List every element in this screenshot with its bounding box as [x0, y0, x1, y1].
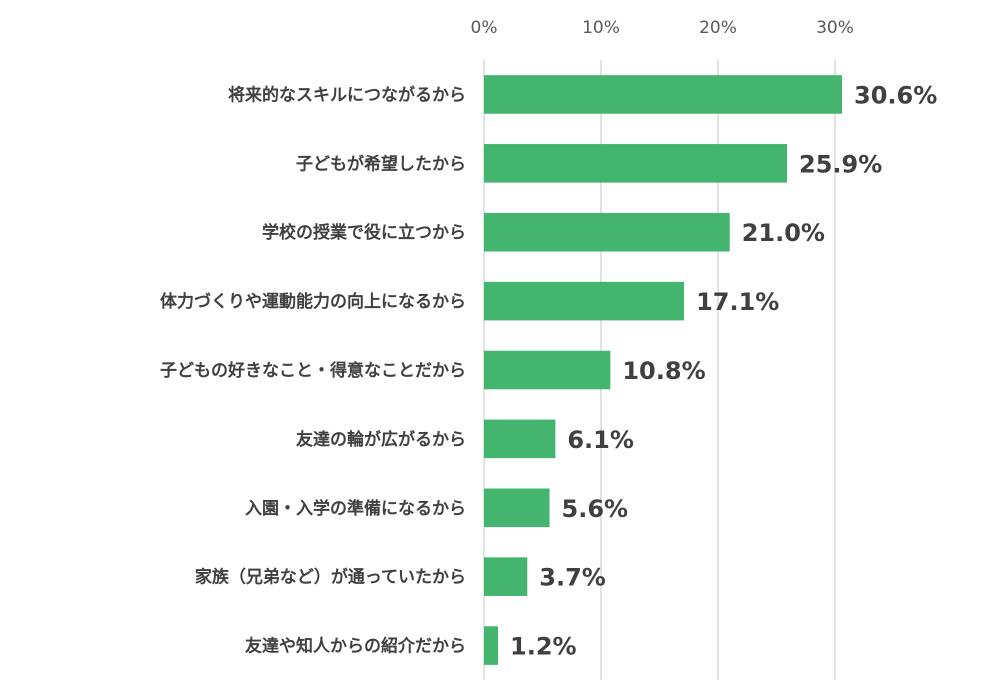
data-label: 30.6%	[854, 81, 937, 109]
data-label: 1.2%	[510, 633, 577, 661]
category-label: 体力づくりや運動能力の向上になるから	[160, 291, 466, 312]
x-tick-label: 10%	[582, 18, 620, 38]
bars	[484, 75, 843, 665]
x-tick-label: 0%	[471, 18, 498, 38]
category-label: 学校の授業で役に立つから	[262, 222, 466, 243]
category-label: 将来的なスキルにつながるから	[228, 84, 466, 105]
bar	[484, 419, 556, 459]
bar	[484, 488, 550, 528]
bar	[484, 350, 611, 390]
x-tick-labels: 0% 10% 20% 30%	[471, 18, 854, 38]
data-label: 21.0%	[742, 219, 825, 247]
x-tick-label: 30%	[816, 18, 854, 38]
category-label: 友達の輪が広がるから	[296, 429, 466, 450]
bar	[484, 557, 528, 596]
data-label: 17.1%	[696, 288, 779, 316]
bar	[484, 212, 730, 252]
category-label: 子どもの好きなこと・得意なことだから	[160, 360, 466, 381]
category-label: 友達や知人からの紹介だから	[245, 636, 466, 657]
category-labels: 将来的なスキルにつながるから子どもが希望したから学校の授業で役に立つから体力づく…	[160, 84, 466, 656]
x-tick-label: 20%	[699, 18, 737, 38]
data-label: 6.1%	[567, 426, 634, 454]
category-label: 入園・入学の準備になるから	[245, 498, 466, 519]
data-label: 3.7%	[539, 564, 606, 592]
data-label: 25.9%	[799, 150, 882, 178]
category-label: 家族（兄弟など）が通っていたから	[195, 567, 466, 588]
bar	[484, 626, 499, 665]
category-label: 子どもが希望したから	[296, 153, 466, 174]
data-label: 10.8%	[622, 357, 705, 385]
data-label: 5.6%	[562, 495, 629, 523]
bar	[484, 281, 685, 321]
bar	[484, 75, 843, 114]
bar	[484, 144, 788, 183]
data-labels: 30.6% 25.9% 21.0% 17.1% 10.8% 6.1% 5.6% 3.7% 1.2…	[510, 81, 937, 660]
